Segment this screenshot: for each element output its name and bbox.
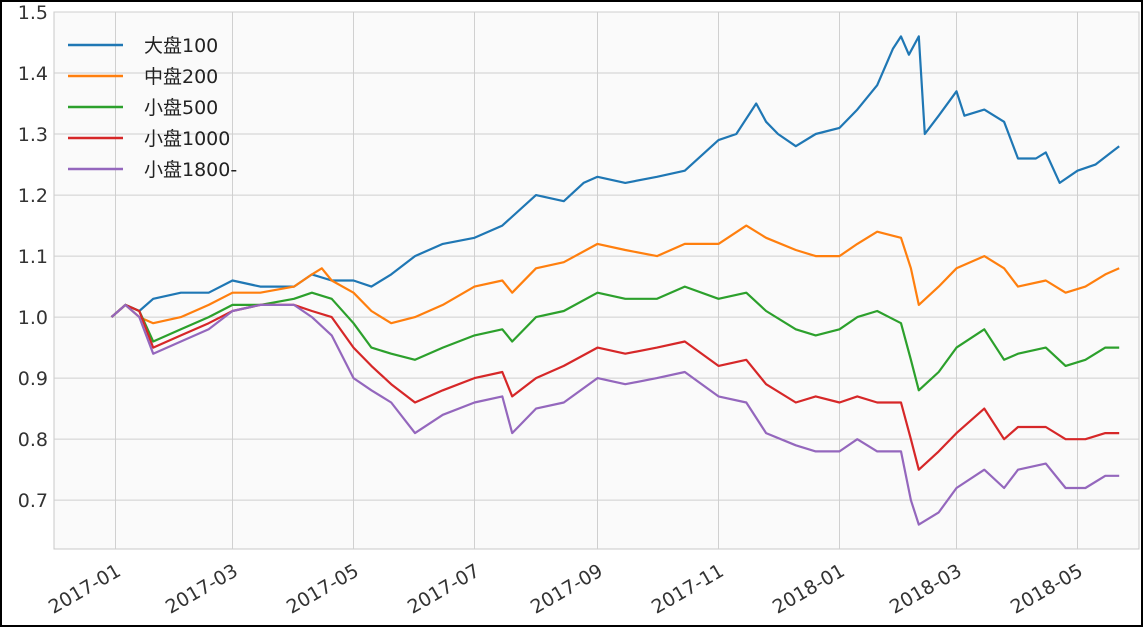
- x-tick-label: 2017-03: [162, 560, 242, 619]
- y-axis-ticks: 0.7 0.8 0.9 1.0 1.1 1.2 1.3 1.4 1.5: [18, 2, 48, 512]
- x-axis-ticks: 2017-01 2017-03 2017-05 2017-07 2017-09 2017-…: [45, 560, 1087, 619]
- x-tick-label: 2018-05: [1007, 560, 1087, 619]
- grid-lines: [54, 11, 1139, 549]
- legend-label-4: 小盘1800-: [144, 159, 237, 181]
- series-lines: [110, 35, 1120, 526]
- x-tick-label: 2017-11: [648, 560, 728, 619]
- x-tick-label: 2017-01: [45, 560, 125, 619]
- series-line-4: [110, 303, 1120, 526]
- series-line-1: [110, 224, 1120, 325]
- y-tick-label: 0.9: [18, 368, 48, 390]
- y-tick-label: 1.2: [18, 185, 48, 207]
- legend-label-2: 小盘500: [144, 97, 218, 119]
- y-tick-label: 1.5: [18, 2, 48, 24]
- legend-label-3: 小盘1000: [144, 128, 230, 150]
- legend-label-1: 中盘200: [144, 66, 218, 88]
- legend-label-0: 大盘100: [144, 35, 218, 57]
- x-tick-label: 2017-07: [404, 560, 484, 619]
- x-tick-label: 2018-03: [886, 560, 966, 619]
- y-tick-label: 1.3: [18, 124, 48, 146]
- y-tick-label: 0.7: [18, 490, 48, 512]
- y-tick-label: 0.8: [18, 429, 48, 451]
- y-tick-label: 1.1: [18, 246, 48, 268]
- x-tick-label: 2017-05: [283, 560, 363, 619]
- plot-area: [53, 11, 1140, 550]
- y-tick-label: 1.0: [18, 307, 48, 329]
- y-tick-label: 1.4: [18, 63, 48, 85]
- x-tick-label: 2018-01: [769, 560, 849, 619]
- series-line-2: [110, 285, 1120, 392]
- x-tick-label: 2017-09: [527, 560, 607, 619]
- legend: 大盘100 中盘200 小盘500 小盘1000 小盘1800-: [68, 35, 237, 181]
